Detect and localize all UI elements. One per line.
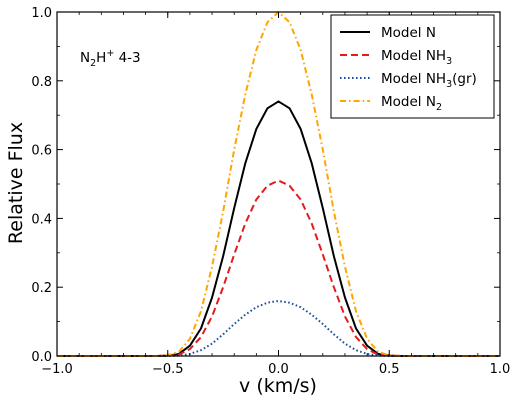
y-tick-label: 0.0 xyxy=(31,350,52,365)
x-tick-label: −0.5 xyxy=(152,362,184,377)
y-tick-label: 0.4 xyxy=(31,212,52,227)
x-tick-label: 0.0 xyxy=(268,362,289,377)
legend-label-3: Model NH3(gr) xyxy=(381,71,477,90)
species-annotation: N2H+ 4-3 xyxy=(80,48,141,69)
x-tick-label: 0.5 xyxy=(379,362,400,377)
series-line-1 xyxy=(57,100,500,357)
x-tick-label: 1.0 xyxy=(490,362,511,377)
y-tick-label: 1.0 xyxy=(31,6,52,21)
legend-label-1: Model N xyxy=(381,25,436,41)
y-axis-title: Relative Flux xyxy=(5,122,27,244)
y-tick-label: 0.2 xyxy=(31,281,52,296)
x-tick-label: −1.0 xyxy=(41,362,73,377)
legend-label-2: Model NH3​ xyxy=(381,48,452,67)
series-line-2 xyxy=(57,179,500,357)
legend-label-4: Model N2​ xyxy=(381,94,442,113)
y-tick-label: 0.8 xyxy=(31,75,52,90)
axis-layer: −1.0 −0.5 0.0 0.5 1.0 0.0 0.2 0.4 0.6 0.8 1.0 xyxy=(31,6,510,377)
x-axis-title: v (km/s) xyxy=(239,375,317,397)
series-line-3 xyxy=(57,299,500,357)
legend: Model N Model NH3​ Model NH3(gr) Model N2​ xyxy=(330,14,495,119)
y-tick-label: 0.6 xyxy=(31,144,52,159)
